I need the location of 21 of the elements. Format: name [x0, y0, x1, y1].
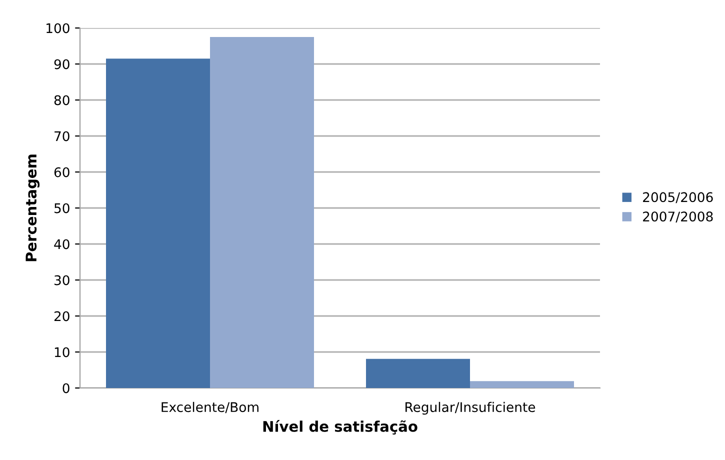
bar: [106, 58, 210, 388]
y-tick-label: 100: [46, 23, 70, 34]
legend-label: 2007/2008: [643, 212, 713, 223]
y-axis-title: Percentagem: [26, 154, 40, 262]
bar: [210, 37, 314, 388]
y-tick-label: 40: [54, 239, 70, 250]
y-tick-label: 90: [54, 59, 70, 70]
y-tick-label: 60: [54, 167, 70, 178]
bar: [366, 358, 470, 388]
x-axis-title: Nível de satisfação: [263, 420, 418, 435]
bar: [470, 381, 574, 388]
y-tick-label: 0: [62, 383, 70, 394]
y-tick-label: 50: [54, 203, 70, 214]
y-tick-label: 70: [54, 131, 70, 142]
legend-label: 2005/2006: [643, 192, 713, 204]
y-tick-label: 80: [54, 95, 70, 106]
y-tick-label: 30: [54, 275, 70, 286]
y-tick-label: 20: [54, 311, 70, 322]
x-tick-label: Excelente/Bom: [162, 402, 258, 414]
x-tick-label: Regular/Insuficiente: [406, 402, 536, 415]
y-tick-label: 10: [54, 347, 70, 358]
